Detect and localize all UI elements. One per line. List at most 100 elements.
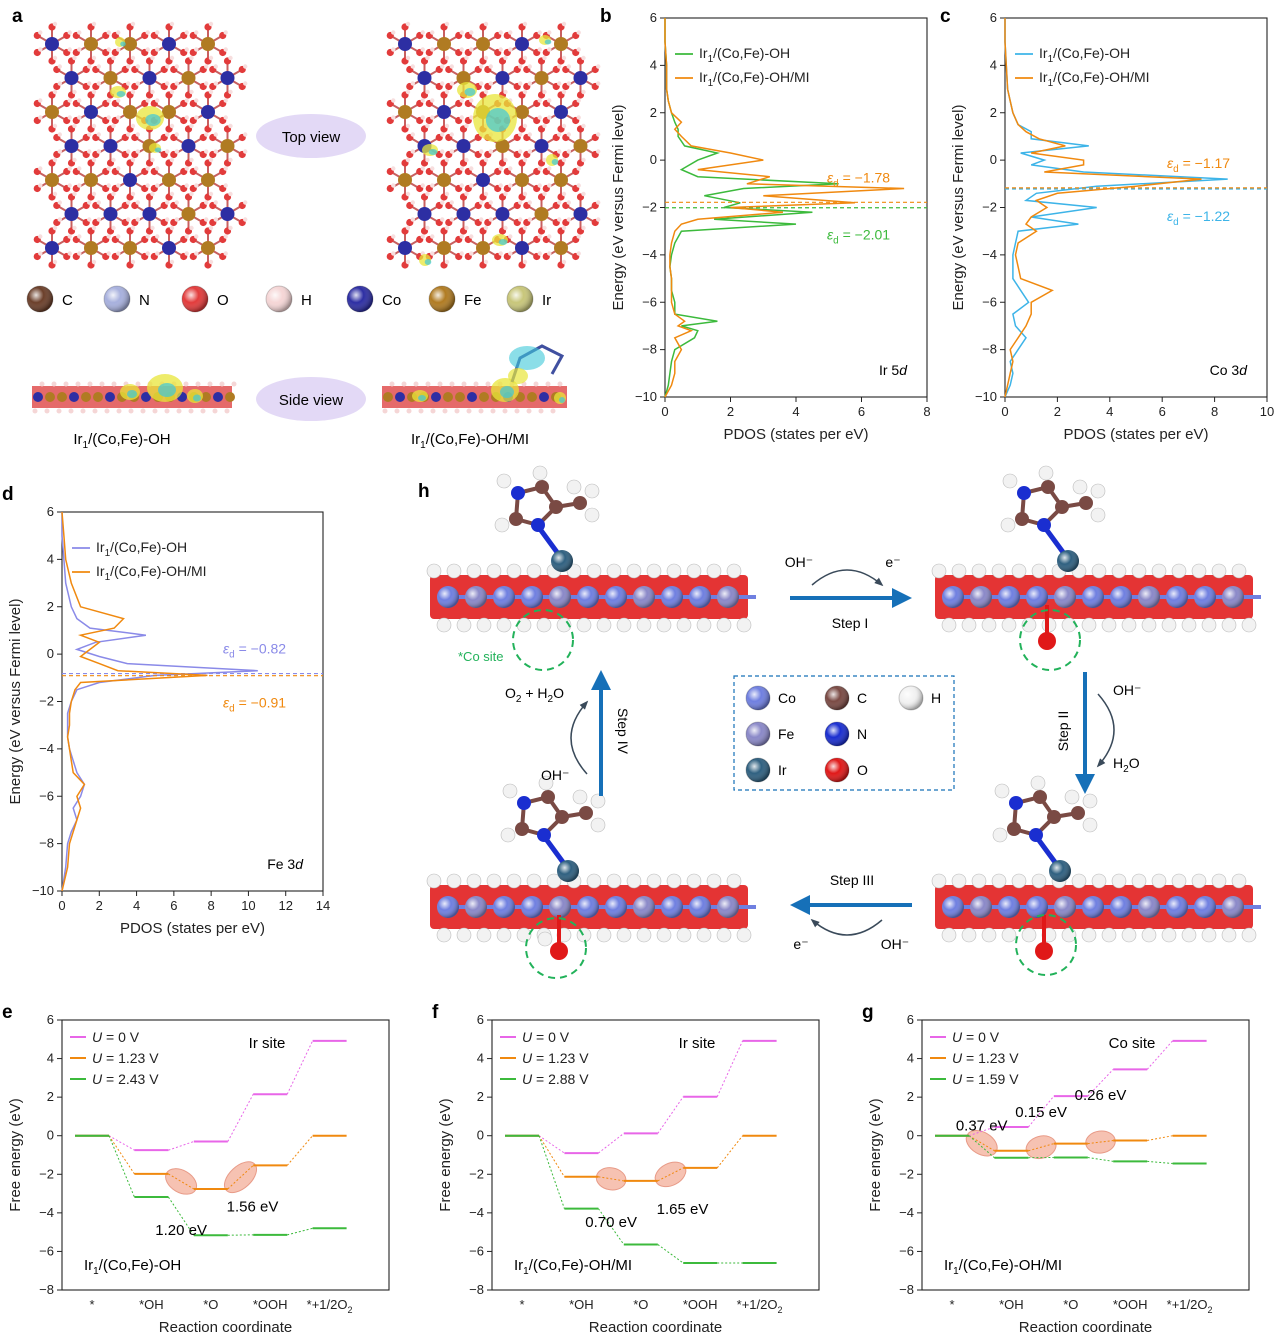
- orbital-annotation: Co 3d: [1210, 362, 1249, 378]
- metal-atom: [515, 37, 529, 51]
- metal-atom: [437, 241, 451, 255]
- energy-connector: [598, 1133, 623, 1153]
- metal-atom: [84, 37, 98, 51]
- co-site-label: *Co site: [458, 649, 504, 664]
- hydrogen-atom: [627, 564, 641, 578]
- energy-connector: [539, 1136, 564, 1209]
- hydrogen-atom: [982, 928, 996, 942]
- hydrogen-atom: [551, 409, 556, 414]
- step-1-curve: [812, 570, 882, 585]
- hydrogen-atom: [107, 183, 111, 187]
- hydrogen-atom: [155, 30, 159, 34]
- hydrogen-atom: [131, 22, 135, 26]
- hydrogen-atom: [126, 149, 130, 153]
- hydrogen-atom: [455, 409, 460, 414]
- metal-atom: [57, 392, 67, 402]
- y-tick-label: −8: [39, 836, 54, 851]
- metal-atom: [221, 139, 235, 153]
- hydrogen-atom: [175, 132, 179, 136]
- metal-atom: [383, 392, 393, 402]
- hydrogen-atom: [68, 47, 72, 51]
- charge-density-blob: [486, 108, 510, 132]
- d-band-label-upper: εd = −0.82: [223, 641, 286, 661]
- atom-legend-label: H: [931, 690, 941, 706]
- hydrogen-atom: [189, 226, 193, 230]
- hydrogen-atom: [518, 200, 522, 204]
- hydrogen-atom: [450, 149, 454, 153]
- hydrogen-atom: [204, 64, 208, 68]
- hydrogen-atom: [141, 409, 146, 414]
- adsorbate-oxygen: [550, 942, 568, 960]
- hydrogen-atom: [1083, 794, 1097, 808]
- hydrogen-atom: [170, 90, 174, 94]
- hydrogen-atom: [503, 56, 507, 60]
- charge-density-blob: [158, 383, 176, 397]
- x-category-label: *: [519, 1297, 524, 1312]
- metal-atom: [496, 71, 510, 85]
- barrier-label: 1.65 eV: [657, 1201, 709, 1218]
- hydrogen-atom: [69, 409, 74, 414]
- metal-atom: [84, 173, 98, 187]
- atom-shade: [493, 896, 515, 918]
- hydrogen-atom: [503, 784, 517, 798]
- metal-atom: [398, 173, 412, 187]
- y-tick-label: −4: [642, 247, 657, 262]
- hydrogen-atom: [126, 132, 130, 136]
- step-1-label: Step I: [832, 615, 869, 631]
- charge-density-blob: [508, 368, 528, 384]
- hydrogen-atom: [528, 200, 532, 204]
- material-label: Ir1/(Co,Fe)-OH: [84, 1257, 181, 1277]
- metal-atom: [143, 207, 157, 221]
- hydrogen-atom: [68, 183, 72, 187]
- hydrogen-atom: [77, 47, 81, 51]
- hydrogen-atom: [391, 183, 395, 187]
- atom-shade: [661, 586, 683, 608]
- atom-shade: [465, 586, 487, 608]
- hydrogen-atom: [557, 132, 561, 136]
- hydrogen-atom: [430, 234, 434, 238]
- hydrogen-atom: [391, 251, 395, 255]
- hydrogen-atom: [406, 226, 410, 230]
- energy-connector: [228, 1094, 253, 1141]
- hydrogen-atom: [515, 409, 520, 414]
- hydrogen-atom: [497, 928, 511, 942]
- hydrogen-atom: [97, 217, 101, 221]
- carbon-atom: [541, 790, 555, 804]
- hydrogen-atom: [1162, 618, 1176, 632]
- charge-density-blob: [500, 386, 514, 398]
- atom-shade: [1082, 586, 1104, 608]
- hydrogen-atom: [607, 874, 621, 888]
- hydrogen-atom: [391, 115, 395, 119]
- hydrogen-atom: [40, 382, 45, 387]
- y-tick-label: −6: [982, 294, 997, 309]
- hydrogen-atom: [406, 260, 410, 264]
- metal-atom: [443, 392, 453, 402]
- hydrogen-atom: [117, 409, 122, 414]
- hydrogen-atom: [952, 564, 966, 578]
- hydrogen-atom: [1212, 874, 1226, 888]
- hydrogen-atom: [474, 382, 479, 387]
- hydrogen-atom: [445, 158, 449, 162]
- hydrogen-atom: [165, 64, 169, 68]
- hydrogen-atom: [607, 564, 621, 578]
- legend-label: Ir1/(Co,Fe)-OH: [96, 539, 187, 559]
- step-2-curve: [1098, 694, 1114, 766]
- hydrogen-atom: [38, 47, 42, 51]
- hydrogen-atom: [445, 90, 449, 94]
- hydrogen-atom: [503, 90, 507, 94]
- x-category-label: *: [949, 1297, 954, 1312]
- panel-letter-a: a: [12, 6, 23, 27]
- hydrogen-atom: [194, 98, 198, 102]
- step-4-product: O2 + H2O: [505, 685, 564, 705]
- hydrogen-atom: [68, 30, 72, 34]
- hydrogen-atom: [87, 81, 91, 85]
- hydrogen-atom: [170, 56, 174, 60]
- hydrogen-atom: [1031, 776, 1045, 790]
- hydrogen-atom: [224, 115, 228, 119]
- x-axis-title: PDOS (states per eV): [723, 426, 868, 443]
- hydrogen-atom: [596, 217, 600, 221]
- carbon-atom: [1071, 806, 1085, 820]
- y-tick-label: 0: [47, 1128, 54, 1143]
